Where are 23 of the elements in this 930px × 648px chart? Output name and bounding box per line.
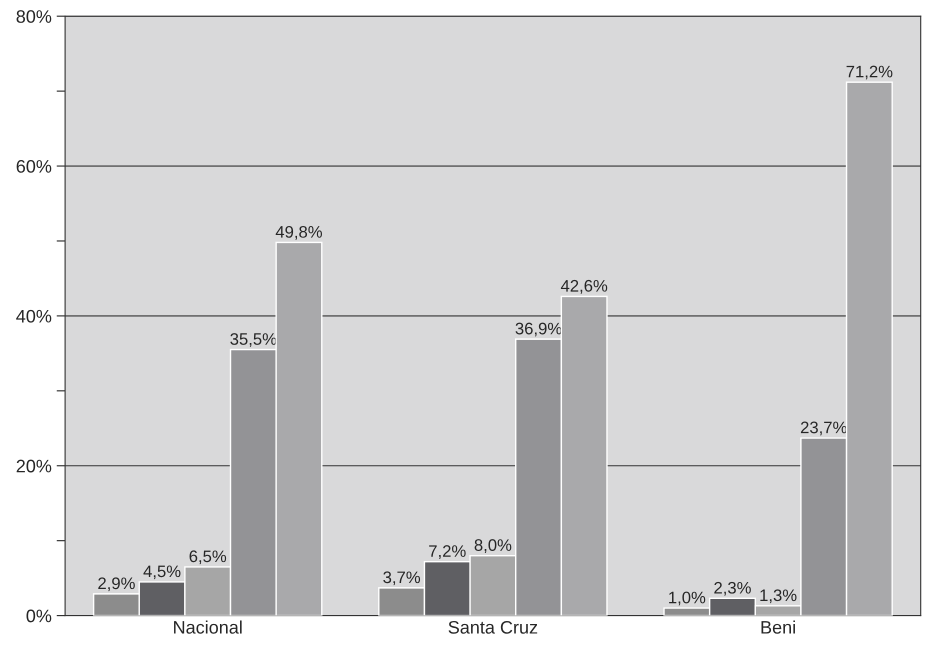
data-label: 2,9% <box>98 577 135 592</box>
y-tick-label: 60% <box>16 160 52 173</box>
data-label: 71,2% <box>846 66 892 80</box>
data-label: 2,3% <box>714 582 751 596</box>
y-tick-label: 40% <box>16 310 52 323</box>
data-label: 49,8% <box>276 226 322 240</box>
x-tick-label: Santa Cruz <box>448 620 538 634</box>
data-label: 6,5% <box>190 550 226 564</box>
x-tick-label: Nacional <box>174 620 242 634</box>
y-tick-label: 0% <box>26 610 52 622</box>
data-label: 35,5% <box>230 333 276 347</box>
data-label: 1,0% <box>669 592 706 606</box>
data-label: 3,7% <box>383 571 420 586</box>
data-label: 7,2% <box>429 545 466 559</box>
data-label: 8,0% <box>474 539 512 553</box>
data-label: 23,7% <box>800 422 847 436</box>
data-label: 4,5% <box>143 565 180 580</box>
y-tick-label: 20% <box>16 460 52 472</box>
data-label: 1,3% <box>760 589 796 604</box>
x-tick-label: Beni <box>762 620 795 634</box>
y-tick-label: 80% <box>16 10 52 23</box>
data-label: 36,9% <box>516 322 562 336</box>
data-label: 42,6% <box>560 280 608 294</box>
